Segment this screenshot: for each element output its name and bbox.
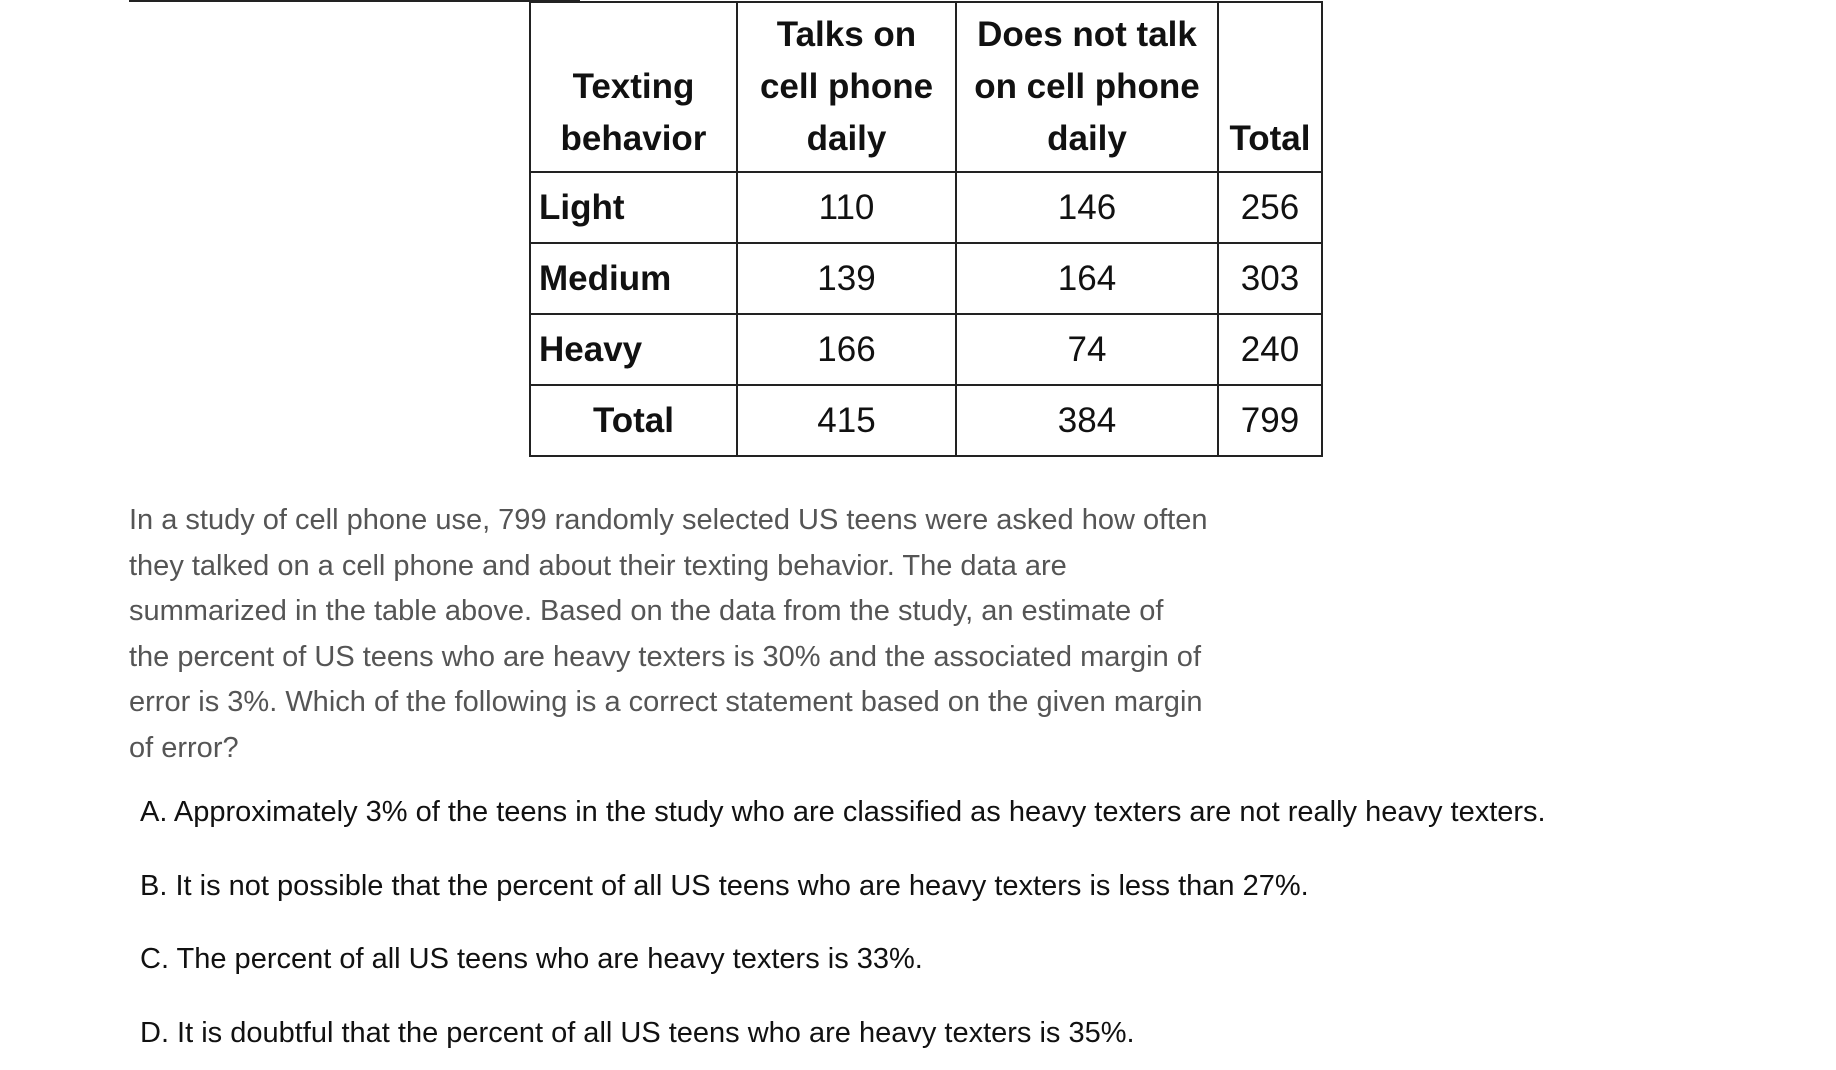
table-header-row: Texting behavior Talks on cell phone dai… — [529, 1, 1323, 173]
answer-choices: A. Approximately 3% of the teens in the … — [140, 793, 1546, 1070]
choice-b[interactable]: B. It is not possible that the percent o… — [140, 869, 1309, 902]
header-talks-daily: Talks on cell phone daily — [736, 1, 957, 173]
top-divider — [129, 0, 580, 2]
row-label-total: Total — [529, 384, 738, 457]
choice-c[interactable]: C. The percent of all US teens who are h… — [140, 943, 923, 975]
row-label-light: Light — [529, 171, 738, 244]
row-label-medium: Medium — [529, 242, 738, 315]
cell-heavy-does-not-talk: 74 — [955, 313, 1219, 386]
row-label-heavy: Heavy — [529, 313, 738, 386]
table-row: Heavy 166 74 240 — [529, 313, 1323, 386]
table-row: Medium 139 164 303 — [529, 242, 1323, 315]
texting-table: Texting behavior Talks on cell phone dai… — [529, 1, 1323, 457]
cell-heavy-total: 240 — [1217, 313, 1323, 386]
cell-total-talks: 415 — [736, 384, 957, 457]
cell-heavy-talks: 166 — [736, 313, 957, 386]
table-row: Light 110 146 256 — [529, 171, 1323, 244]
cell-grand-total: 799 — [1217, 384, 1323, 457]
cell-light-total: 256 — [1217, 171, 1323, 244]
choice-d[interactable]: D. It is doubtful that the percent of al… — [140, 1016, 1135, 1049]
cell-total-does-not-talk: 384 — [955, 384, 1219, 457]
table-row: Total 415 384 799 — [529, 384, 1323, 457]
header-total: Total — [1217, 1, 1323, 173]
question-prompt: In a study of cell phone use, 799 random… — [129, 504, 1208, 764]
cell-medium-talks: 139 — [736, 242, 957, 315]
cell-medium-does-not-talk: 164 — [955, 242, 1219, 315]
header-does-not-talk-daily: Does not talk on cell phone daily — [955, 1, 1219, 173]
cell-medium-total: 303 — [1217, 242, 1323, 315]
choice-a[interactable]: A. Approximately 3% of the teens in the … — [140, 796, 1546, 828]
cell-light-does-not-talk: 146 — [955, 171, 1219, 244]
cell-light-talks: 110 — [736, 171, 957, 244]
header-texting-behavior: Texting behavior — [529, 1, 738, 173]
